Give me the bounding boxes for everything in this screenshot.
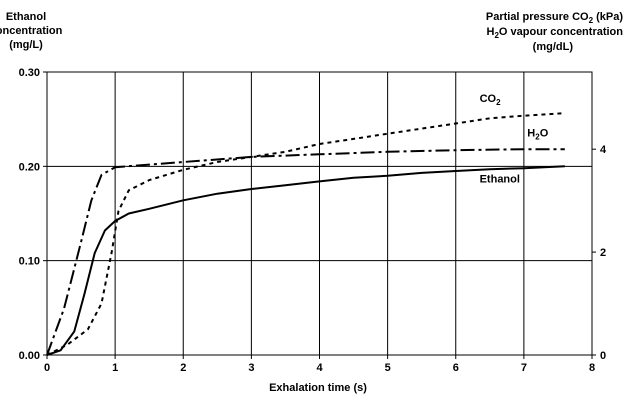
series-line-h2o: [46, 148, 565, 356]
x-tick-label: 8: [589, 362, 595, 374]
right-axis-title-line-3: (mg/dL): [533, 41, 574, 53]
y-left-tick-label: 0.20: [19, 161, 40, 173]
x-tick-label: 7: [521, 362, 527, 374]
x-axis-title: Exhalation time (s): [269, 382, 367, 394]
y-right-tick-label: 4: [600, 144, 607, 156]
left-axis-title-line-2: concentration: [0, 25, 63, 37]
x-tick-label: 6: [453, 362, 459, 374]
series-label-co2: CO2: [480, 93, 502, 107]
x-tick-label: 5: [385, 362, 391, 374]
x-tick-label: 2: [180, 362, 186, 374]
left-axis-title-line-1: Ethanol: [6, 11, 46, 23]
y-right-tick-label: 2: [600, 247, 606, 259]
series-label-h2o: H2O: [527, 127, 548, 141]
series-label-ethanol: Ethanol: [480, 173, 520, 185]
axes: 0 1 2 3 4 5 6 7 8 0.00 0.10 0.20 0.30 0 2 4: [19, 67, 607, 374]
data-series: Ethanol CO2 H2O: [46, 93, 565, 356]
y-left-tick-label: 0.00: [19, 350, 40, 362]
series-line-co2: [46, 112, 565, 356]
y-left-tick-label: 0.10: [19, 256, 40, 268]
x-tick-label: 0: [44, 362, 50, 374]
y-right-tick-label: 0: [600, 350, 606, 362]
x-tick-label: 4: [316, 362, 323, 374]
right-axis-title-line-1: Partial pressure CO2 (kPa): [486, 11, 623, 25]
y-left-tick-label: 0.30: [19, 67, 40, 79]
right-axis-title-line-2: H2O vapour concentration: [487, 26, 624, 40]
left-axis-title-line-3: (mg/L): [9, 39, 43, 51]
x-tick-label: 1: [112, 362, 118, 374]
series-line-ethanol: [46, 165, 565, 356]
x-tick-label: 3: [248, 362, 254, 374]
